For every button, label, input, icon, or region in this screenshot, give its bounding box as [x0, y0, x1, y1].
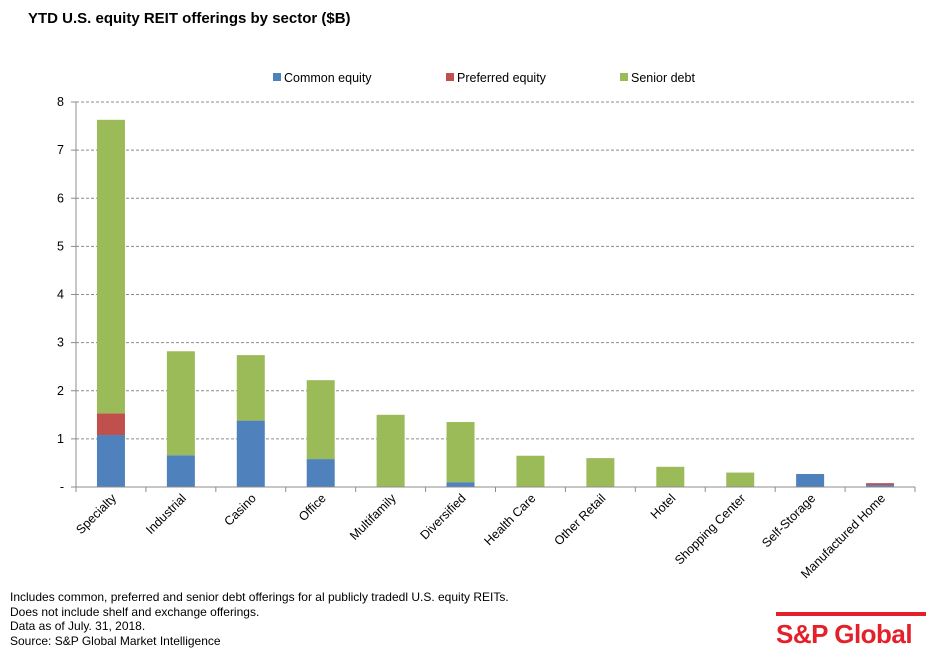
bar-segment: [96, 413, 125, 436]
logo-text: S&P Global: [776, 619, 913, 649]
y-tick-label: 7: [57, 143, 64, 157]
bar-segment: [866, 485, 895, 487]
y-tick-label: 6: [57, 191, 64, 205]
y-tick-label: 8: [57, 95, 64, 109]
y-tick-label: 1: [57, 432, 64, 446]
y-tick-label: 2: [57, 384, 64, 398]
bar-segment: [306, 459, 335, 487]
y-tick-label: -: [60, 480, 64, 494]
bar-segment: [236, 355, 265, 421]
bar-segment: [376, 414, 405, 487]
bar-segment: [726, 472, 755, 487]
bars: [96, 119, 895, 487]
bar-segment: [446, 482, 475, 487]
x-tick-label: Shopping Center: [672, 491, 748, 567]
bar-segment: [96, 435, 125, 487]
footnote-line: Includes common, preferred and senior de…: [10, 590, 509, 604]
bar-segment: [586, 458, 615, 487]
bar-segment: [96, 119, 125, 414]
bar-segment: [166, 455, 195, 487]
x-tick-label: Other Retail: [551, 491, 608, 548]
x-tick-label: Health Care: [482, 491, 539, 548]
bar-segment: [446, 422, 475, 483]
x-tick-label: Diversified: [417, 491, 468, 542]
bar-segment: [306, 380, 335, 460]
footnote-line: Data as of July. 31, 2018.: [10, 619, 146, 633]
x-tick-label: Multifamily: [347, 491, 399, 543]
x-axis: Specialty Industrial Casino Office Multifami…: [73, 486, 916, 581]
logo-bar: [776, 612, 926, 616]
stacked-bar-chart: Common equity Preferred equity Senior debt…: [57, 71, 916, 581]
x-tick-label: Specialty: [73, 491, 119, 537]
y-tick-label: 3: [57, 336, 64, 350]
bar-segment: [166, 351, 195, 456]
y-tick-label: 5: [57, 239, 64, 253]
x-tick-label: Office: [296, 491, 329, 524]
bar-segment: [866, 483, 895, 486]
legend-swatch: [620, 73, 628, 81]
legend-label: Common equity: [284, 71, 372, 85]
sp-global-logo: S&P Global: [776, 612, 926, 650]
legend-swatch: [273, 73, 281, 81]
x-tick-label: Hotel: [648, 491, 679, 522]
bar-segment: [516, 455, 545, 487]
legend-label: Preferred equity: [457, 71, 547, 85]
x-tick-label: Self-Storage: [759, 491, 818, 550]
chart-title: YTD U.S. equity REIT offerings by sector…: [28, 10, 351, 27]
y-tick-label: 4: [57, 288, 64, 302]
x-tick-label: Industrial: [143, 491, 189, 537]
bar-segment: [796, 474, 825, 487]
y-axis: - 1 2 3 4 5 6 7 8: [57, 95, 77, 494]
legend-swatch: [446, 73, 454, 81]
bar-segment: [236, 420, 265, 487]
footnotes: Includes common, preferred and senior de…: [10, 590, 509, 648]
bar-segment: [656, 466, 685, 487]
legend-label: Senior debt: [631, 71, 695, 85]
footnote-line: Source: S&P Global Market Intelligence: [10, 633, 221, 648]
legend: Common equity Preferred equity Senior debt: [273, 71, 695, 85]
gridlines: [76, 101, 915, 440]
x-tick-label: Casino: [221, 491, 258, 528]
footnote-line: Does not include shelf and exchange offe…: [10, 604, 260, 619]
